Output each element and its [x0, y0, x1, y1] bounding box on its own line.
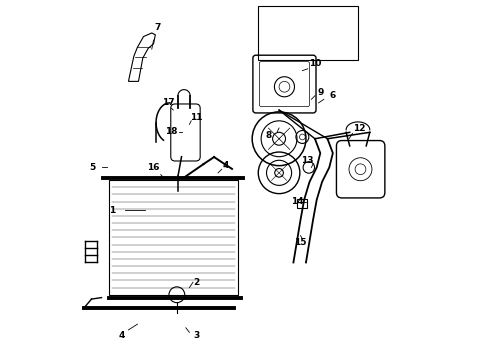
- Text: 12: 12: [353, 123, 366, 132]
- Text: 11: 11: [190, 113, 203, 122]
- Text: 7: 7: [154, 23, 160, 32]
- Text: 10: 10: [309, 59, 321, 68]
- Text: 3: 3: [194, 332, 200, 341]
- Text: 17: 17: [162, 98, 174, 107]
- Text: 16: 16: [147, 163, 160, 172]
- Bar: [296, 199, 307, 208]
- Text: 1: 1: [109, 206, 116, 215]
- Text: 9: 9: [317, 87, 323, 96]
- Text: 13: 13: [301, 156, 314, 165]
- Text: 5: 5: [90, 163, 96, 172]
- Text: 8: 8: [265, 131, 271, 140]
- Text: 4: 4: [118, 332, 124, 341]
- Text: 2: 2: [194, 278, 200, 287]
- Text: 15: 15: [294, 238, 307, 247]
- Text: 14: 14: [291, 197, 303, 206]
- Text: 6: 6: [330, 91, 336, 100]
- Text: 18: 18: [165, 127, 178, 136]
- Text: 4: 4: [222, 161, 228, 170]
